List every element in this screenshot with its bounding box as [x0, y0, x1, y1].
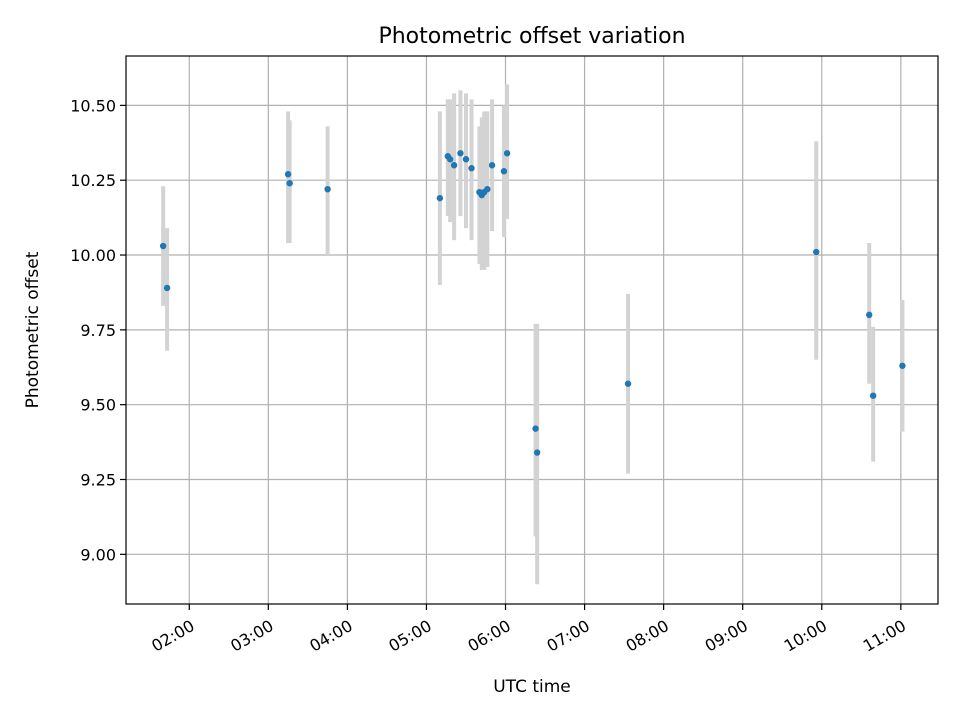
y-tick-label: 9.50	[80, 396, 116, 415]
y-axis-label: Photometric offset	[23, 251, 43, 408]
data-point	[532, 425, 539, 432]
data-point	[436, 194, 444, 202]
data-point	[488, 162, 496, 169]
data-point	[450, 162, 458, 169]
y-tick-label: 9.25	[80, 470, 116, 489]
data-point	[462, 156, 470, 163]
data-point	[286, 179, 293, 187]
y-tick-label: 9.75	[80, 321, 116, 340]
grid-layer	[126, 56, 938, 604]
y-tick-label: 10.00	[70, 246, 116, 265]
x-tick-label: 03:00	[227, 616, 276, 656]
data-point	[159, 242, 167, 250]
data-point	[899, 362, 906, 369]
data-point	[503, 150, 511, 157]
y-tick-label: 9.00	[80, 545, 116, 564]
data-point	[284, 171, 292, 178]
x-tick-label: 07:00	[544, 616, 593, 656]
x-axis-label: UTC time	[493, 677, 571, 697]
y-tick-label: 10.50	[70, 96, 116, 115]
x-tick-label: 02:00	[148, 616, 197, 656]
data-point	[468, 165, 475, 172]
data-point	[500, 168, 508, 175]
data-point	[324, 185, 331, 193]
x-tick-label: 11:00	[860, 616, 909, 656]
x-tick-label: 05:00	[385, 616, 434, 656]
x-tick-label: 06:00	[464, 616, 513, 656]
data-point	[533, 449, 541, 456]
data-point	[624, 380, 632, 387]
data-point	[869, 392, 877, 399]
y-tick-label: 10.25	[70, 171, 116, 190]
point-layer	[159, 150, 906, 456]
data-point	[446, 156, 454, 163]
data-point	[866, 311, 873, 319]
x-tick-label: 10:00	[781, 616, 830, 656]
data-point	[457, 150, 464, 157]
chart-title: Photometric offset variation	[378, 24, 685, 49]
x-tick-label: 04:00	[306, 616, 355, 656]
x-tick-label: 08:00	[623, 616, 672, 656]
data-point	[484, 185, 491, 193]
errorbar-layer	[161, 84, 905, 585]
data-point	[163, 284, 171, 292]
x-tick-label: 09:00	[702, 616, 751, 656]
data-point	[813, 248, 820, 256]
